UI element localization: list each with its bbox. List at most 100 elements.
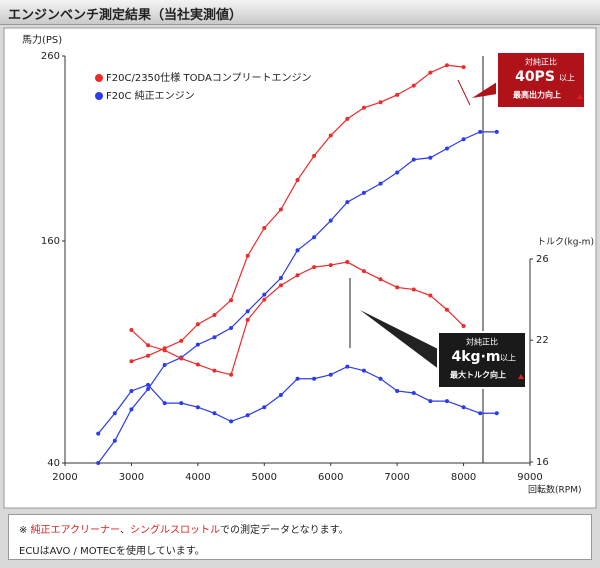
x-tick-label: 5000 [252, 472, 277, 483]
data-point [395, 92, 400, 97]
data-point [444, 146, 449, 151]
data-point [378, 100, 383, 105]
data-point [428, 70, 433, 75]
annotation-value: 4kg·m [452, 349, 501, 365]
data-point [278, 283, 283, 288]
data-point [112, 438, 117, 443]
annotation-box [437, 331, 527, 389]
data-point [428, 293, 433, 298]
annotation-label: 対純正比 [525, 57, 557, 67]
data-point [212, 313, 217, 317]
data-point [245, 253, 250, 258]
legend-label: F20C/2350仕様 TODAコンプリートエンジン [106, 71, 312, 84]
data-point [295, 248, 300, 253]
legend-label: F20C 純正エンジン [106, 89, 195, 102]
data-point [312, 376, 317, 381]
data-point [295, 376, 300, 381]
data-point [129, 407, 134, 412]
data-point [461, 65, 466, 70]
x-tick-label: 2000 [52, 472, 77, 483]
data-point [229, 298, 234, 303]
annotation-icon [518, 374, 524, 379]
y-tick-label: 160 [41, 236, 60, 247]
x-tick-label: 9000 [517, 472, 542, 483]
data-point [428, 399, 433, 404]
data-point [345, 116, 350, 121]
data-point [262, 297, 267, 302]
data-point [229, 372, 234, 377]
data-point [195, 322, 200, 327]
data-point [195, 362, 200, 367]
y2-tick-label: 22 [536, 335, 549, 346]
data-point [262, 292, 267, 297]
data-point [129, 388, 134, 393]
data-point [478, 129, 483, 134]
annotation-value: 40PS [515, 69, 555, 85]
data-point [229, 419, 234, 424]
data-point [195, 342, 200, 347]
data-point [461, 323, 466, 328]
data-point [478, 411, 483, 416]
data-point [494, 411, 499, 416]
data-point [212, 368, 217, 373]
data-point [129, 328, 134, 333]
data-point [461, 405, 466, 410]
annotation-box [496, 51, 586, 109]
x-tick-label: 7000 [384, 472, 409, 483]
data-point [361, 269, 366, 274]
data-point [295, 273, 300, 278]
footer-line: ECUはAVO / MOTECを使用しています。 [19, 546, 205, 557]
data-point [112, 411, 117, 416]
y-tick-label: 260 [41, 51, 60, 62]
data-point [162, 348, 167, 353]
data-point [461, 137, 466, 142]
y2-tick-label: 16 [536, 457, 549, 468]
data-point [328, 133, 333, 138]
data-point [179, 401, 184, 406]
data-point [328, 218, 333, 223]
data-point [262, 226, 267, 231]
data-point [262, 405, 267, 410]
data-point [411, 390, 416, 395]
data-point [411, 287, 416, 292]
data-point [395, 285, 400, 290]
annotation-pointer [360, 310, 440, 370]
data-point [411, 83, 416, 88]
header: エンジンベンチ測定結果（当社実測値） [0, 0, 600, 25]
data-point [361, 368, 366, 373]
note: ※ [19, 525, 31, 536]
data-point [312, 235, 317, 240]
annotation-suffix: 以上 [500, 354, 516, 363]
footer-line: ※ 純正エアクリーナー、シングルスロットルでの測定データとなります。 [19, 521, 581, 536]
data-point [245, 309, 250, 314]
data-point [312, 153, 317, 158]
arrow [457, 79, 471, 106]
data-point [146, 353, 151, 358]
note: での測定データとなります。 [219, 525, 349, 536]
data-point [395, 388, 400, 393]
data-point [195, 405, 200, 410]
x-tick-label: 8000 [451, 472, 476, 483]
y2-axis-label: トルク(kg-m) [537, 237, 594, 248]
data-point [345, 260, 350, 265]
data-point [179, 356, 184, 361]
annotation-caption: 最高出力向上 [513, 90, 561, 100]
data-point [361, 190, 366, 195]
header-title: エンジンベンチ測定結果（当社実測値） [8, 8, 243, 23]
data-point [245, 317, 250, 322]
data-point [444, 307, 449, 312]
x-tick-label: 4000 [185, 472, 210, 483]
data-point [278, 207, 283, 212]
legend-marker [95, 92, 103, 100]
data-point [245, 413, 250, 418]
data-point [395, 170, 400, 175]
data-point [212, 335, 217, 340]
x-tick-label: 6000 [318, 472, 343, 483]
data-point [146, 343, 151, 348]
annotation-label: 対純正比 [466, 337, 498, 347]
data-point [444, 63, 449, 68]
data-point [212, 411, 217, 416]
data-point [378, 277, 383, 282]
data-point [96, 461, 101, 465]
